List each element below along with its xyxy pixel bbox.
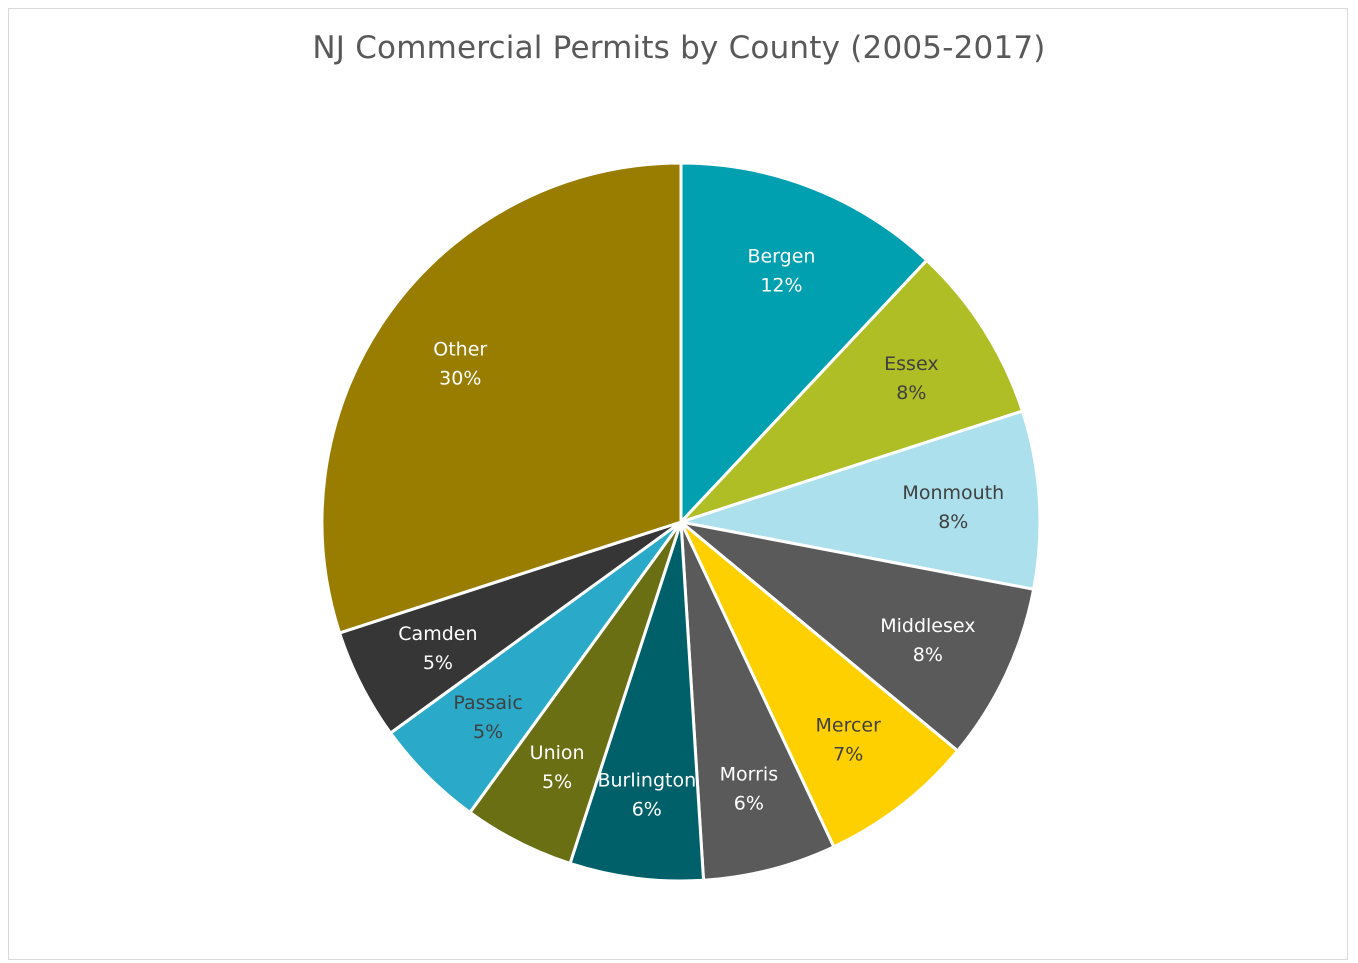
pie-slice-monmouth [679,409,1042,591]
slice-percent-label: 8% [913,644,943,666]
slice-category-label: Mercer [816,715,882,737]
slice-category-label: Bergen [747,245,815,267]
slice-percent-label: 12% [760,274,802,296]
slice-percent-label: 6% [734,792,764,814]
pie-slice-middlesex [679,520,1036,753]
slice-label-mercer: Mercer 7% [816,715,882,766]
slice-category-label: Passaic [453,692,522,714]
slice-percent-label: 8% [896,382,926,404]
slice-percent-label: 5% [473,721,503,743]
slice-category-label: Middlesex [880,615,975,637]
slice-percent-label: 6% [632,799,662,821]
slice-percent-label: 5% [423,652,453,674]
slice-category-label: Other [433,339,487,361]
slice-label-union: Union 5% [530,742,585,793]
slice-label-passaic: Passaic 5% [453,692,522,743]
pie-slice-other [320,161,683,635]
slice-category-label: Morris [720,763,778,785]
pie-slice-mercer [679,520,960,849]
slice-percent-label: 30% [439,368,481,390]
slice-category-label: Essex [884,353,938,375]
slice-label-other: Other 30% [433,339,487,390]
slice-percent-label: 5% [542,771,572,793]
slice-label-camden: Camden 5% [398,623,477,674]
pie-slice-burlington [568,520,706,883]
slice-label-essex: Essex 8% [884,353,938,404]
slice-label-morris: Morris 6% [720,763,778,814]
slice-label-bergen: Bergen 12% [747,245,815,296]
slice-category-label: Monmouth [902,482,1004,504]
slice-category-label: Union [530,742,585,764]
slice-category-label: Burlington [597,770,696,792]
pie-slice-essex [679,258,1024,524]
slice-percent-label: 7% [833,744,863,766]
slice-label-monmouth: Monmouth 8% [902,482,1004,533]
pie-slice-morris [679,520,836,882]
slice-category-label: Camden [398,623,477,645]
slice-label-middlesex: Middlesex 8% [880,615,975,666]
chart-title: NJ Commercial Permits by County (2005-20… [312,30,1046,66]
pie-slice-bergen [679,161,929,524]
slice-percent-label: 8% [938,511,968,533]
slice-label-burlington: Burlington 6% [597,770,696,821]
